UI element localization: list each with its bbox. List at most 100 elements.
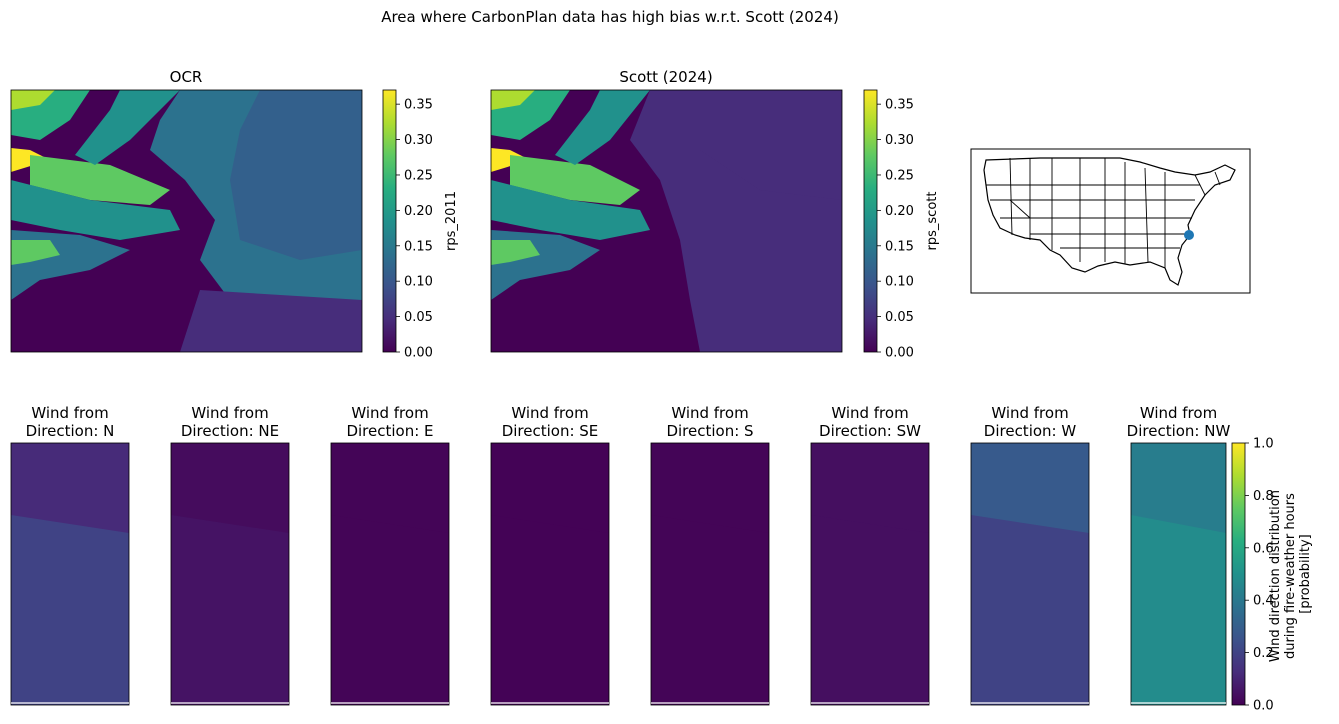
colorbar-tick-label: 0.35 (885, 98, 914, 113)
scott-band-green (510, 155, 640, 205)
location-marker (1184, 230, 1194, 240)
colorbar-tick-label: 0.8 (1253, 489, 1274, 504)
wind-panel-title: Direction: N (26, 422, 115, 440)
colorbar-tick-label: 0.6 (1253, 541, 1274, 556)
wind-panel-lower (331, 515, 449, 705)
scott-colorbar-ticks: 0.00 0.05 0.10 0.15 0.20 0.25 0.30 0.35 (877, 98, 914, 361)
wind-panel-frame (330, 442, 450, 706)
ocr-colorbar-ticks: 0.00 0.05 0.10 0.15 0.20 0.25 0.30 0.35 (396, 98, 433, 361)
wind-colorbar-label-line: during fire-weather hours (1283, 493, 1298, 659)
wind-colorbar-label-line: Wind direction distribution (1268, 490, 1283, 662)
wind-panel-lower (1131, 515, 1226, 705)
wind-panel-title: Direction: SW (819, 422, 921, 440)
wind-panel-lower (971, 515, 1089, 705)
colorbar-tick-label: 0.00 (404, 346, 433, 361)
wind-panel-title: Wind from (1140, 404, 1217, 422)
wind-panel-title: Wind from (511, 404, 588, 422)
wind-panel-title: Direction: SE (502, 422, 599, 440)
scott-frame (490, 89, 843, 353)
colorbar-tick-label: 0.30 (885, 133, 914, 148)
figure-title: Area where CarbonPlan data has high bias… (381, 8, 839, 26)
colorbar-tick-label: 1.0 (1253, 437, 1274, 452)
ocr-upper-left-bright (11, 90, 55, 110)
wind-panel-title: Wind from (831, 404, 908, 422)
scott-upper-left-bright (491, 90, 535, 110)
colorbar-tick-label: 0.20 (885, 204, 914, 219)
wind-panel-lower (171, 515, 289, 705)
scott-colorbar-label: rps_scott (925, 192, 940, 251)
wind-panel-frame (650, 442, 770, 706)
scott-heatmap (491, 90, 842, 352)
ocr-heatmap (11, 90, 362, 352)
wind-panel-lower (651, 515, 769, 705)
scott-diagonal-band (555, 90, 650, 165)
ocr-right-gradient (230, 90, 362, 260)
scott-right-faint (700, 90, 842, 200)
scott-panel-title: Scott (2024) (619, 68, 712, 86)
colorbar-tick-label: 0.10 (885, 275, 914, 290)
wind-panel-lower (11, 515, 129, 705)
wind-colorbar-label: Wind direction distribution during fire-… (1268, 486, 1313, 662)
us-state-boundaries (986, 157, 1221, 268)
ocr-band-teal (11, 180, 180, 240)
wind-panel-frame (10, 442, 130, 706)
wind-panel-title: Wind from (991, 404, 1068, 422)
ocr-panel-title: OCR (170, 68, 203, 86)
wind-panel-frame (1130, 442, 1227, 706)
wind-panel-title: Wind from (191, 404, 268, 422)
wind-panel-title: Direction: NW (1127, 422, 1231, 440)
colorbar-tick-label: 0.2 (1253, 646, 1274, 661)
wind-panel-title: Direction: W (984, 422, 1077, 440)
us-outline (983, 157, 1236, 286)
us-map (970, 148, 1251, 294)
colorbar-tick-label: 0.25 (404, 168, 433, 183)
wind-colorbar-ticks: 0.0 0.2 0.4 0.6 0.8 1.0 (1245, 437, 1274, 714)
colorbar-tick-label: 0.20 (404, 204, 433, 219)
colorbar-tick-label: 0.05 (404, 310, 433, 325)
colorbar-tick-label: 0.10 (404, 275, 433, 290)
colorbar-tick-label: 0.00 (885, 346, 914, 361)
ocr-colorbar-label: rps_2011 (444, 191, 459, 251)
colorbar-tick-label: 0.30 (404, 133, 433, 148)
colorbar-tick-label: 0.05 (885, 310, 914, 325)
wind-panel-lower (491, 515, 609, 705)
wind-panel-lower (811, 515, 929, 705)
wind-panel-title: Wind from (671, 404, 748, 422)
ocr-bottom-region (180, 290, 362, 352)
scott-band-teal (491, 180, 650, 240)
colorbar-tick-label: 0.15 (404, 239, 433, 254)
wind-panel-frame (490, 442, 610, 706)
wind-panel-title: Wind from (31, 404, 108, 422)
wind-panel-frame (970, 442, 1090, 706)
ocr-colorbar (382, 89, 397, 353)
ocr-frame (10, 89, 363, 353)
scott-lower-left-green (491, 240, 540, 265)
wind-panel-title: Wind from (351, 404, 428, 422)
wind-panel-frame (810, 442, 930, 706)
ocr-diagonal-band (75, 90, 180, 165)
wind-colorbar (1231, 442, 1246, 706)
wind-panel-frame (170, 442, 290, 706)
wind-panel-title: Direction: S (666, 422, 753, 440)
wind-panel-title: Direction: NE (181, 422, 279, 440)
wind-colorbar-label-line: [probability] (1298, 534, 1313, 614)
ocr-lower-left-green (11, 240, 60, 265)
colorbar-tick-label: 0.0 (1253, 699, 1274, 714)
colorbar-tick-label: 0.35 (404, 98, 433, 113)
colorbar-tick-label: 0.15 (885, 239, 914, 254)
ocr-band-green (30, 155, 170, 205)
wind-panel-title: Direction: E (346, 422, 433, 440)
colorbar-tick-label: 0.4 (1253, 594, 1274, 609)
colorbar-tick-label: 0.25 (885, 168, 914, 183)
scott-colorbar (863, 89, 878, 353)
